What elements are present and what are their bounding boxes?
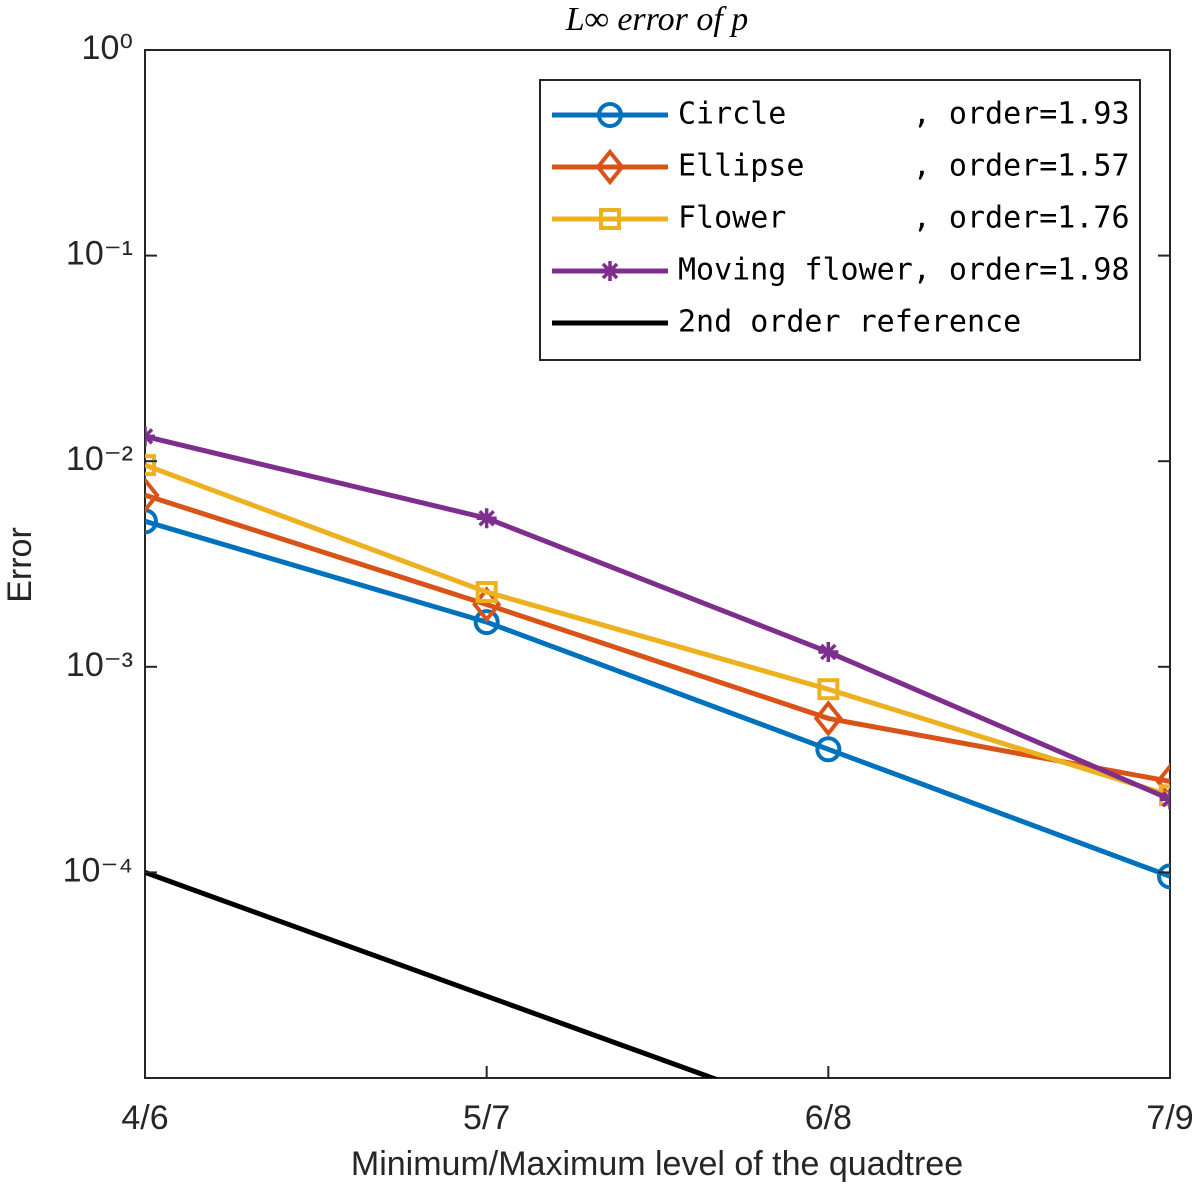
x-tick-label: 4/6 bbox=[121, 1099, 168, 1137]
series-line bbox=[145, 462, 1170, 798]
marker bbox=[600, 261, 620, 281]
marker bbox=[475, 581, 498, 604]
marker bbox=[595, 148, 625, 186]
marker bbox=[599, 208, 621, 230]
x-axis-label: Minimum/Maximum level of the quadtree bbox=[351, 1145, 963, 1183]
marker bbox=[818, 642, 839, 663]
marker bbox=[1155, 763, 1170, 800]
x-tick-label: 5/7 bbox=[463, 1099, 510, 1137]
x-tick-label: 6/8 bbox=[805, 1099, 852, 1137]
marker bbox=[815, 736, 842, 763]
series-line bbox=[145, 870, 720, 1078]
marker bbox=[145, 508, 158, 535]
marker bbox=[1160, 789, 1170, 810]
y-tick-label: 10⁻² bbox=[66, 440, 133, 478]
series-line bbox=[145, 518, 1170, 879]
legend-label: Flower , order=1.76 bbox=[678, 201, 1130, 236]
y-tick-label: 10⁰ bbox=[82, 29, 133, 67]
legend-label: Moving flower, order=1.98 bbox=[678, 253, 1130, 288]
y-tick-label: 10⁻¹ bbox=[66, 235, 133, 273]
marker bbox=[813, 700, 843, 737]
marker bbox=[817, 678, 840, 701]
series-line bbox=[145, 433, 1170, 802]
y-tick-label: 10⁻³ bbox=[66, 646, 133, 684]
x-tick-label: 7/9 bbox=[1146, 1099, 1193, 1137]
series-line bbox=[145, 492, 1170, 784]
legend-label: Circle , order=1.93 bbox=[678, 97, 1130, 132]
plot-lines bbox=[145, 426, 1170, 1078]
marker bbox=[145, 454, 156, 477]
marker bbox=[473, 609, 500, 636]
legend-label: Ellipse , order=1.57 bbox=[678, 149, 1130, 184]
marker bbox=[1157, 863, 1170, 890]
y-axis-label: Error bbox=[1, 527, 39, 603]
marker bbox=[145, 476, 160, 514]
legend-label: 2nd order reference bbox=[678, 305, 1021, 340]
marker bbox=[145, 426, 155, 447]
marker bbox=[476, 508, 497, 529]
marker bbox=[597, 102, 623, 128]
chart-title: L∞ error of p bbox=[565, 1, 749, 38]
y-tick-label: 10⁻⁴ bbox=[63, 851, 133, 889]
